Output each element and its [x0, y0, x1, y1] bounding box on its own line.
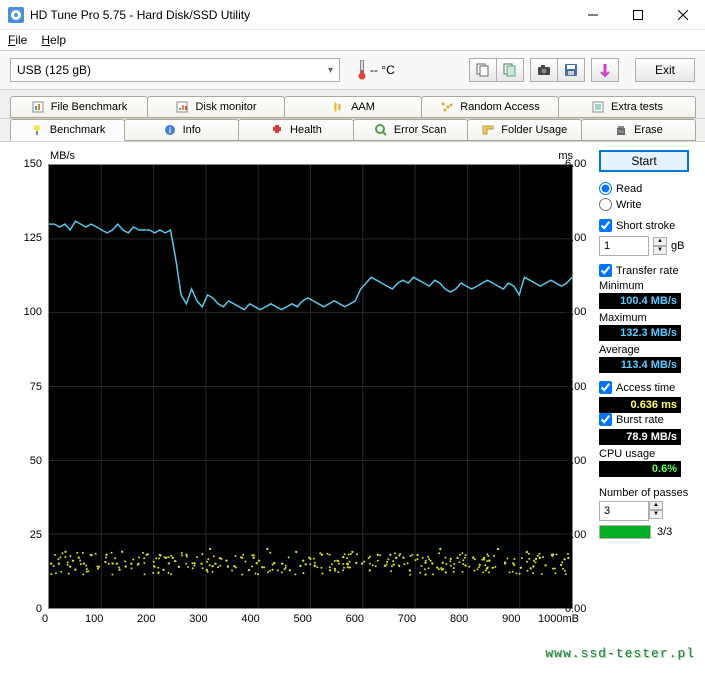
drive-select-value: USB (125 gB) [17, 63, 91, 77]
passes-input[interactable] [599, 501, 649, 521]
cpu-usage-label: CPU usage [599, 448, 693, 460]
window-title: HD Tune Pro 5.75 - Hard Disk/SSD Utility [30, 8, 570, 22]
passes-spin-up[interactable]: ▲ [649, 501, 663, 510]
burst-rate-checkbox[interactable] [599, 413, 612, 426]
spin-up[interactable]: ▲ [653, 237, 667, 246]
tab-erase[interactable]: Erase [581, 119, 696, 141]
maximize-button[interactable] [615, 0, 660, 29]
transfer-rate-label: Transfer rate [616, 265, 679, 277]
tab-info[interactable]: iInfo [124, 119, 239, 141]
start-button[interactable]: Start [599, 150, 689, 172]
read-label: Read [616, 183, 642, 195]
write-label: Write [616, 199, 641, 211]
chart-area: MB/s ms 1501251007550250 6.005.004.003.0… [8, 150, 593, 682]
tab-file-benchmark[interactable]: File Benchmark [10, 96, 148, 118]
transfer-rate-checkbox[interactable] [599, 264, 612, 277]
benchmark-plot [48, 164, 573, 609]
drive-select[interactable]: USB (125 gB) ▾ [10, 58, 340, 82]
minimum-label: Minimum [599, 280, 693, 292]
short-stroke-label: Short stroke [616, 220, 675, 232]
y-left-unit: MB/s [50, 150, 75, 162]
tab-disk-monitor[interactable]: Disk monitor [147, 96, 285, 118]
tab-aam[interactable]: AAM [284, 96, 422, 118]
passes-done: 3/3 [657, 526, 672, 538]
screenshot-button[interactable] [530, 58, 558, 82]
burst-rate-value: 78.9 MB/s [599, 429, 681, 445]
progress-bar [599, 525, 651, 539]
watermark: www.ssd-tester.pl [545, 646, 695, 661]
read-radio[interactable] [599, 182, 612, 195]
access-time-checkbox[interactable] [599, 381, 612, 394]
copy-text-button[interactable] [496, 58, 524, 82]
tab-folder-usage[interactable]: Folder Usage [467, 119, 582, 141]
options-button[interactable] [591, 58, 619, 82]
titlebar: HD Tune Pro 5.75 - Hard Disk/SSD Utility [0, 0, 705, 30]
menu-help[interactable]: Help [41, 33, 66, 47]
write-radio[interactable] [599, 198, 612, 211]
save-button[interactable] [557, 58, 585, 82]
stroke-unit: gB [671, 240, 684, 252]
side-panel: Start Read Write Short stroke ▲▼ gB Tran… [593, 150, 693, 682]
menubar: File Help [0, 30, 705, 50]
chevron-down-icon: ▾ [328, 65, 333, 76]
x-axis: 01002003004005006007008009001000mB [8, 609, 593, 625]
tab-benchmark[interactable]: Benchmark [10, 119, 125, 141]
close-button[interactable] [660, 0, 705, 29]
tab-health[interactable]: Health [238, 119, 353, 141]
maximum-label: Maximum [599, 312, 693, 324]
minimize-button[interactable] [570, 0, 615, 29]
menu-file[interactable]: File [8, 33, 27, 47]
temperature-display: -- °C [358, 60, 395, 80]
tabs-row-2: BenchmarkiInfoHealthError ScanFolder Usa… [0, 119, 705, 142]
tabs-row-1: File BenchmarkDisk monitorAAMRandom Acce… [0, 90, 705, 119]
tab-random-access[interactable]: Random Access [421, 96, 559, 118]
svg-text:i: i [168, 126, 170, 135]
average-label: Average [599, 344, 693, 356]
average-value: 113.4 MB/s [599, 357, 681, 373]
passes-spin-down[interactable]: ▼ [649, 510, 663, 519]
short-stroke-checkbox[interactable] [599, 219, 612, 232]
thermometer-icon [358, 60, 366, 80]
maximum-value: 132.3 MB/s [599, 325, 681, 341]
tab-error-scan[interactable]: Error Scan [353, 119, 468, 141]
short-stroke-input[interactable] [599, 236, 649, 256]
access-time-label: Access time [616, 382, 675, 394]
exit-button[interactable]: Exit [635, 58, 695, 82]
copy-info-button[interactable] [469, 58, 497, 82]
minimum-value: 100.4 MB/s [599, 293, 681, 309]
access-time-value: 0.636 ms [599, 397, 681, 413]
cpu-usage-value: 0.6% [599, 461, 681, 477]
burst-rate-label: Burst rate [616, 414, 664, 426]
passes-label: Number of passes [599, 487, 693, 499]
tab-extra-tests[interactable]: Extra tests [558, 96, 696, 118]
temperature-value: -- °C [370, 63, 395, 77]
spin-down[interactable]: ▼ [653, 246, 667, 255]
toolbar: USB (125 gB) ▾ -- °C Exit [0, 50, 705, 90]
app-icon [8, 7, 24, 23]
